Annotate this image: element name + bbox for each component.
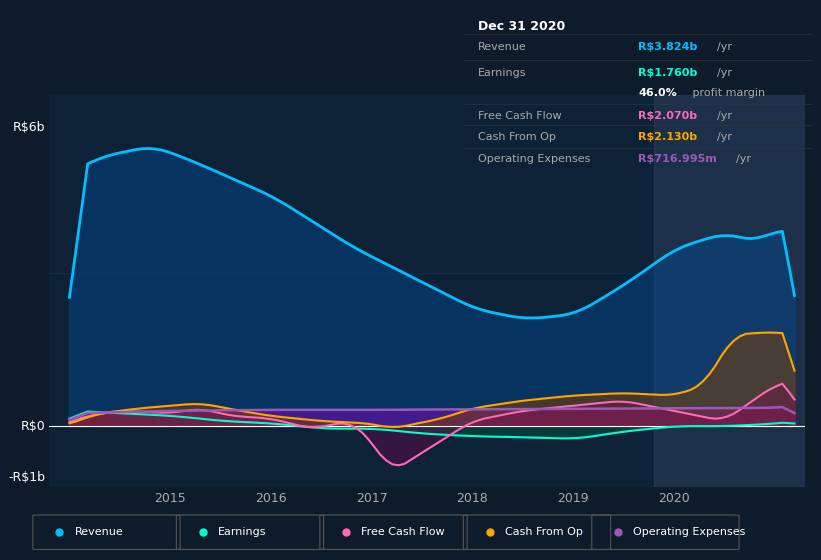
Text: Free Cash Flow: Free Cash Flow	[478, 110, 562, 120]
Text: Cash From Op: Cash From Op	[505, 527, 583, 537]
Text: R$716.995m: R$716.995m	[639, 155, 717, 165]
Bar	[654, 95, 805, 487]
Text: Dec 31 2020: Dec 31 2020	[478, 20, 565, 33]
Text: 46.0%: 46.0%	[639, 88, 677, 98]
Text: -R$1b: -R$1b	[8, 470, 45, 483]
Text: R$6b: R$6b	[13, 120, 45, 134]
Text: Earnings: Earnings	[218, 527, 266, 537]
Text: Revenue: Revenue	[478, 43, 526, 53]
Text: R$2.070b: R$2.070b	[639, 110, 698, 120]
Text: Free Cash Flow: Free Cash Flow	[361, 527, 445, 537]
Text: profit margin: profit margin	[689, 88, 765, 98]
Text: Revenue: Revenue	[75, 527, 123, 537]
Text: /yr: /yr	[718, 132, 732, 142]
Text: R$2.130b: R$2.130b	[639, 132, 698, 142]
Text: Earnings: Earnings	[478, 68, 526, 78]
Text: Operating Expenses: Operating Expenses	[633, 527, 745, 537]
Text: Cash From Op: Cash From Op	[478, 132, 556, 142]
Text: R$0: R$0	[21, 419, 45, 433]
Text: /yr: /yr	[718, 43, 732, 53]
Text: /yr: /yr	[736, 155, 751, 165]
Text: /yr: /yr	[718, 110, 732, 120]
Text: R$3.824b: R$3.824b	[639, 43, 698, 53]
Text: Operating Expenses: Operating Expenses	[478, 155, 590, 165]
Text: R$1.760b: R$1.760b	[639, 68, 698, 78]
Text: /yr: /yr	[718, 68, 732, 78]
